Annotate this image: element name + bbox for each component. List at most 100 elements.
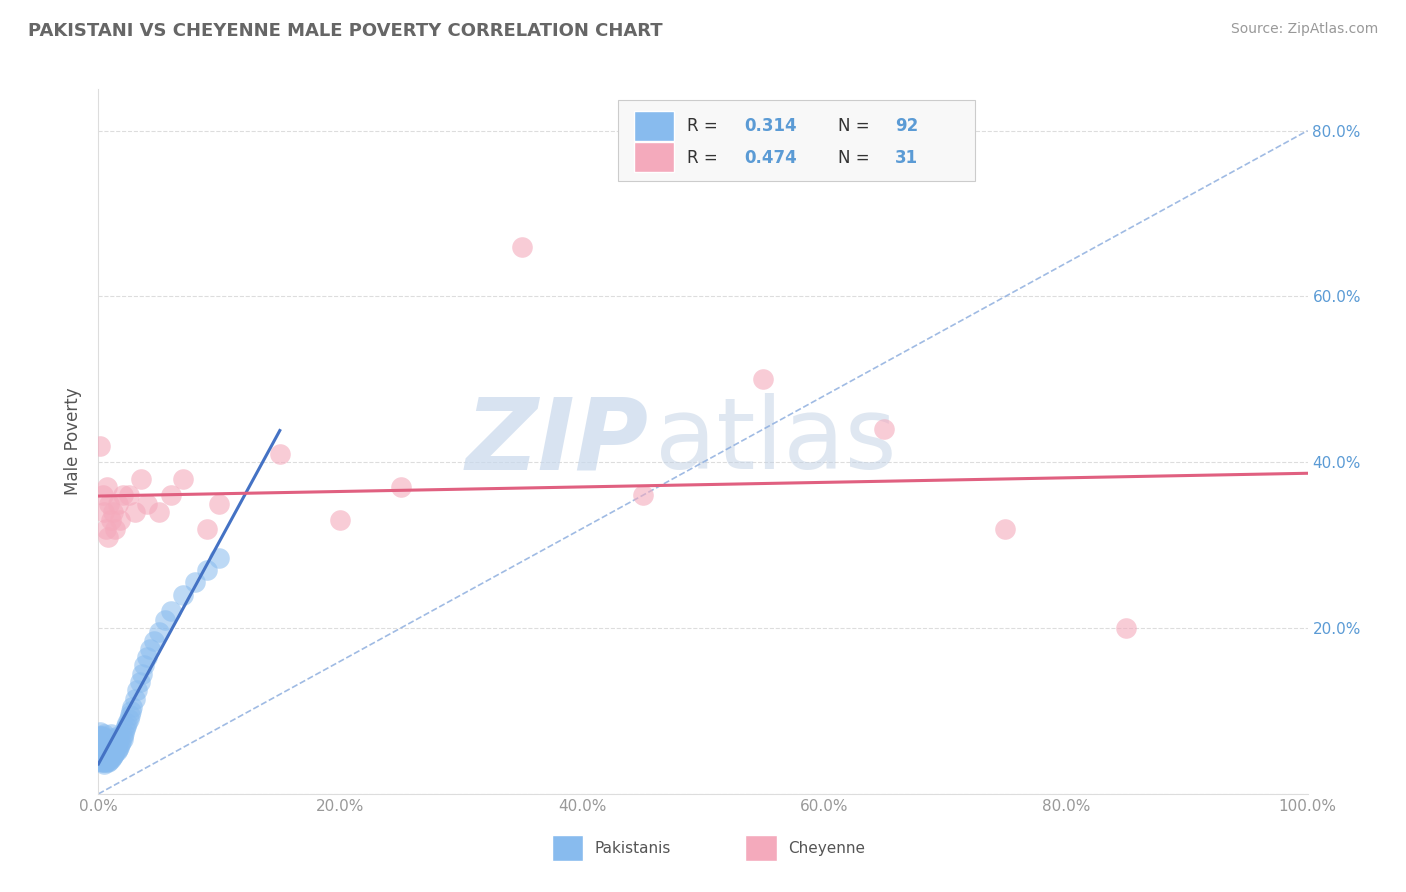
Point: [89, 439, 111, 453]
Point: [128, 675, 150, 690]
Text: Cheyenne: Cheyenne: [787, 840, 865, 855]
Text: R =: R =: [688, 149, 718, 167]
Text: PAKISTANI VS CHEYENNE MALE POVERTY CORRELATION CHART: PAKISTANI VS CHEYENNE MALE POVERTY CORRE…: [28, 22, 662, 40]
Point: [108, 737, 131, 751]
Text: 31: 31: [896, 149, 918, 167]
Point: [131, 666, 153, 681]
Point: [96, 740, 118, 755]
Point: [91, 746, 114, 760]
Point: [90, 733, 112, 747]
Point: [195, 563, 218, 577]
Point: [329, 513, 352, 527]
Point: [103, 747, 125, 761]
Point: [98, 737, 121, 751]
Point: [105, 744, 128, 758]
Point: [631, 488, 654, 502]
Point: [98, 497, 121, 511]
Point: [91, 756, 114, 770]
Point: [94, 749, 117, 764]
Point: [153, 613, 176, 627]
Point: [124, 691, 146, 706]
Point: [96, 733, 118, 747]
Text: atlas: atlas: [655, 393, 896, 490]
Point: [111, 488, 134, 502]
Point: [184, 575, 207, 590]
Point: [100, 750, 122, 764]
Point: [115, 719, 138, 733]
Point: [510, 240, 533, 254]
Point: [100, 752, 122, 766]
Point: [127, 683, 149, 698]
Point: [114, 723, 136, 737]
Text: 92: 92: [896, 117, 918, 135]
Point: [160, 488, 183, 502]
Point: [101, 739, 124, 753]
Point: [91, 735, 114, 749]
Point: [89, 754, 111, 768]
Point: [118, 712, 141, 726]
Point: [97, 733, 120, 747]
Point: [118, 708, 141, 723]
Point: [91, 756, 114, 770]
Point: [91, 750, 114, 764]
Point: [94, 522, 117, 536]
Point: [148, 505, 170, 519]
Point: [89, 729, 111, 743]
Point: [89, 737, 111, 751]
FancyBboxPatch shape: [745, 836, 776, 861]
Point: [90, 746, 112, 760]
Point: [94, 737, 117, 751]
Point: [93, 740, 115, 755]
Point: [104, 746, 127, 760]
Point: [103, 735, 125, 749]
Point: [389, 480, 412, 494]
Point: [111, 729, 134, 743]
Point: [96, 754, 118, 768]
Point: [97, 747, 120, 762]
Point: [94, 744, 117, 758]
Point: [94, 756, 117, 770]
Point: [89, 724, 111, 739]
Point: [91, 747, 114, 761]
Point: [93, 757, 115, 772]
Point: [120, 704, 142, 718]
Point: [100, 513, 122, 527]
Point: [91, 741, 114, 756]
Point: [107, 729, 129, 743]
Point: [129, 472, 152, 486]
Text: R =: R =: [688, 117, 718, 135]
Point: [101, 505, 124, 519]
Point: [208, 497, 231, 511]
Point: [89, 749, 111, 764]
FancyBboxPatch shape: [634, 111, 673, 141]
Point: [89, 733, 111, 747]
Point: [100, 744, 122, 758]
Point: [994, 522, 1017, 536]
Y-axis label: Male Poverty: Male Poverty: [65, 388, 83, 495]
Point: [104, 522, 127, 536]
Text: Pakistanis: Pakistanis: [595, 840, 671, 855]
Point: [172, 472, 194, 486]
Point: [111, 732, 134, 747]
Point: [90, 749, 112, 764]
FancyBboxPatch shape: [619, 100, 976, 181]
Point: [873, 422, 896, 436]
Point: [91, 729, 114, 743]
Text: 0.314: 0.314: [744, 117, 797, 135]
Point: [134, 658, 156, 673]
Point: [121, 699, 143, 714]
Point: [93, 747, 115, 761]
Point: [124, 505, 146, 519]
Point: [117, 715, 139, 730]
Point: [172, 588, 194, 602]
Point: [139, 641, 162, 656]
Point: [93, 505, 115, 519]
Point: [101, 748, 124, 763]
Point: [107, 497, 129, 511]
Text: ZIP: ZIP: [465, 393, 648, 490]
Point: [97, 530, 120, 544]
Point: [97, 740, 120, 755]
Point: [91, 752, 114, 766]
Point: [93, 727, 115, 741]
Point: [135, 497, 157, 511]
